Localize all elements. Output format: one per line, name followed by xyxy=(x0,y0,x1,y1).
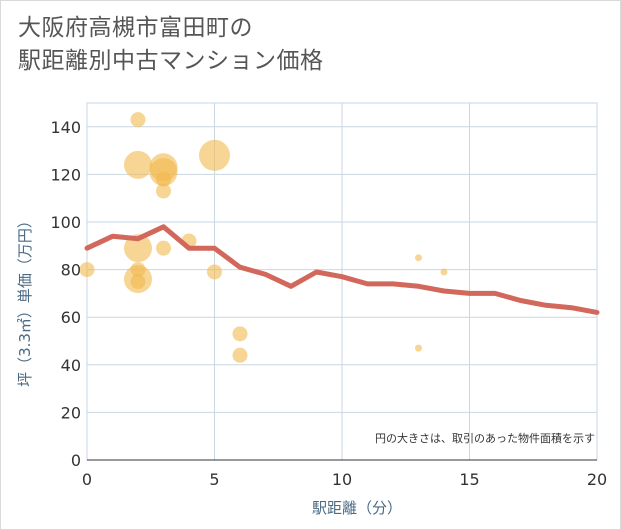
bubble-point xyxy=(415,344,422,352)
bubble-point xyxy=(156,240,171,256)
bubble-point xyxy=(130,274,146,289)
y-tick-label: 20 xyxy=(61,403,81,422)
bubble-point xyxy=(415,254,422,262)
x-tick-label: 15 xyxy=(459,470,479,489)
grid xyxy=(86,102,598,461)
y-tick-label: 0 xyxy=(71,451,81,470)
bubble-point xyxy=(156,171,171,187)
bubble-point xyxy=(232,326,248,342)
y-tick-label: 100 xyxy=(50,213,81,232)
bubble-point xyxy=(156,183,171,199)
x-tick-label: 5 xyxy=(209,470,219,489)
x-tick-label: 0 xyxy=(82,470,92,489)
y-axis-title: 坪（3.3㎡）単価（万円） xyxy=(16,213,34,387)
bubble-point xyxy=(79,262,95,278)
bubble-point xyxy=(440,268,448,276)
chart-title-line-2: 駅距離別中古マンション価格 xyxy=(18,48,324,74)
chart-title-line-1: 大阪府高槻市富田町の xyxy=(18,15,253,41)
bubble-layer xyxy=(79,112,448,363)
bubble-point xyxy=(232,347,248,363)
y-tick-label: 60 xyxy=(61,308,81,327)
bubble-point xyxy=(207,264,222,280)
bubble-point xyxy=(124,150,152,179)
y-tick-label: 120 xyxy=(50,165,81,184)
x-tick-label: 10 xyxy=(332,470,352,489)
bubble-point xyxy=(124,234,152,263)
x-tick-label: 20 xyxy=(587,470,607,489)
y-tick-label: 40 xyxy=(61,356,81,375)
chart-title: 大阪府高槻市富田町の 駅距離別中古マンション価格 xyxy=(18,12,578,78)
trend-layer xyxy=(84,224,600,315)
x-axis-title: 駅距離（分） xyxy=(312,499,402,517)
size-note: 円の大きさは、取引のあった物件面積を示す xyxy=(375,431,595,445)
axes: 0 20 40 60 80 100 120 140 0 5 10 15 20 xyxy=(50,118,607,489)
y-tick-label: 140 xyxy=(50,118,81,137)
trend-line xyxy=(84,224,600,315)
bubble-point xyxy=(199,139,230,171)
y-tick-label: 80 xyxy=(61,261,81,280)
bubble-point xyxy=(130,112,146,128)
